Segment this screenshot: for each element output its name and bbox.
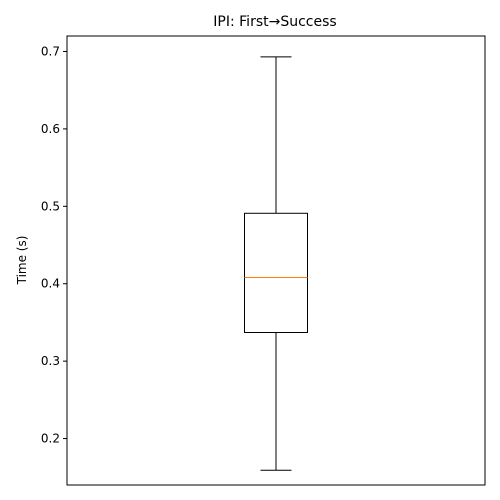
y-tick-label: 0.5 xyxy=(41,199,60,213)
box-series xyxy=(244,56,308,471)
chart-title: IPI: First→Success xyxy=(213,14,336,30)
plot-area-frame xyxy=(66,35,486,486)
y-axis-ticks: 0.2 0.3 0.4 0.5 0.6 0.7 xyxy=(41,44,67,446)
y-tick-label: 0.4 xyxy=(41,277,60,291)
y-tick-label: 0.2 xyxy=(41,432,60,446)
y-axis-label: Time (s) xyxy=(15,236,29,286)
interquartile-box xyxy=(244,212,308,333)
y-tick-label: 0.3 xyxy=(41,354,60,368)
y-tick-label: 0.6 xyxy=(41,122,60,136)
y-tick-label: 0.7 xyxy=(41,44,60,58)
